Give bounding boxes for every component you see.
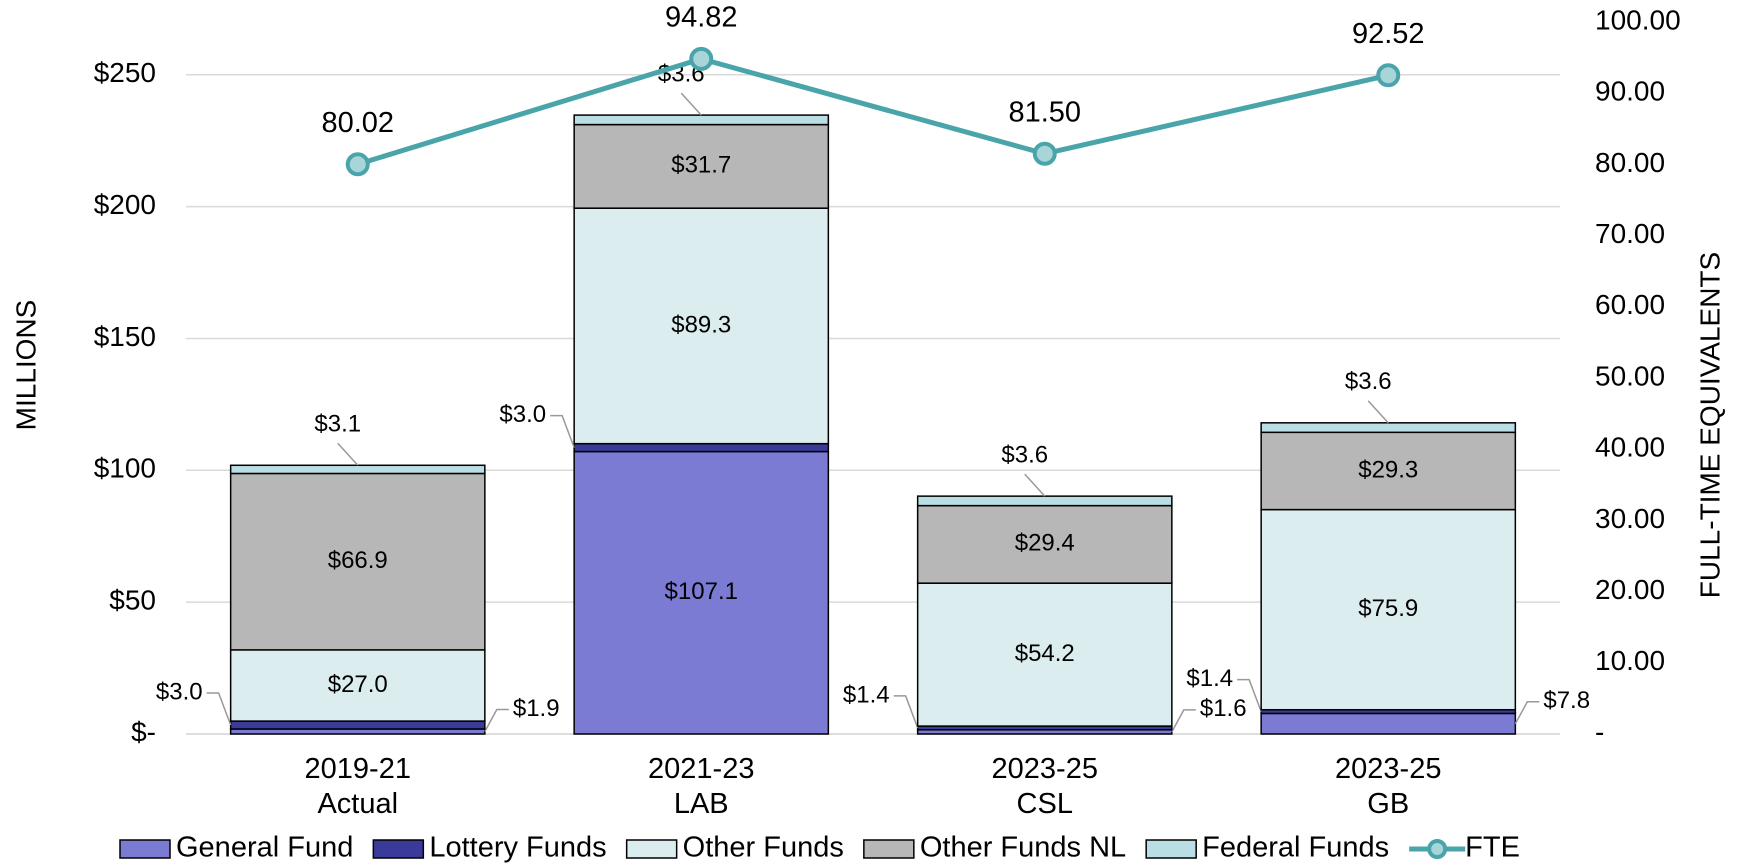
data-label: 94.82 <box>665 2 738 34</box>
leader-line <box>1514 700 1540 725</box>
leader-line <box>484 708 509 732</box>
legend-swatch <box>1427 839 1448 859</box>
fte-marker <box>345 152 370 177</box>
y2-tick-label: 50.00 <box>1595 360 1665 391</box>
bar-segment <box>229 728 486 735</box>
y2-tick-label: 80.00 <box>1595 147 1665 178</box>
data-label: 92.52 <box>1352 18 1425 50</box>
fte-line <box>357 56 1389 167</box>
x-tick-label: 2019-21 Actual <box>304 753 411 820</box>
data-label: $3.0 <box>499 401 546 428</box>
bar-segment <box>229 464 486 475</box>
leader-line <box>206 692 232 726</box>
data-label: $27.0 <box>328 671 388 698</box>
legend-swatch <box>372 839 425 859</box>
bar-segment <box>229 649 486 722</box>
bar-segment <box>573 114 830 126</box>
fte-marker <box>1376 63 1401 88</box>
leader-line <box>1024 473 1046 497</box>
y-tick-label: $- <box>131 716 156 747</box>
y-tick-label: $50 <box>109 585 156 616</box>
x-tick-label: 2021-23 LAB <box>648 753 755 820</box>
data-label: $31.7 <box>671 152 731 179</box>
data-label: 81.50 <box>1008 96 1081 128</box>
fte-marker <box>1032 141 1057 166</box>
data-label: $3.1 <box>314 411 361 438</box>
x-tick-label: 2023-25 CSL <box>991 753 1098 820</box>
leader-line <box>1367 400 1389 424</box>
y2-tick-label: 70.00 <box>1595 218 1665 249</box>
leader-line <box>893 695 919 729</box>
legend-swatch <box>863 839 915 859</box>
data-label: $3.6 <box>1001 441 1048 468</box>
bar-segment <box>1260 508 1517 711</box>
leader-line <box>1237 678 1262 712</box>
legend-label: Other Funds NL <box>920 832 1126 864</box>
legend-label: Other Funds <box>683 832 844 864</box>
data-label: $54.2 <box>1015 640 1075 667</box>
y-tick-label: $200 <box>94 189 156 220</box>
legend-swatch <box>625 839 678 859</box>
data-label: $1.4 <box>1186 665 1233 692</box>
y2-tick-label: 30.00 <box>1595 503 1665 534</box>
y2-tick-label: 20.00 <box>1595 574 1665 605</box>
leader-line <box>1171 709 1196 733</box>
legend-label: Lottery Funds <box>429 832 606 864</box>
y2-tick-label: 10.00 <box>1595 645 1665 676</box>
bar-segment <box>916 504 1173 584</box>
bar-segment <box>1260 431 1517 511</box>
x-tick-label: 2023-25 GB <box>1335 753 1442 820</box>
leader-line <box>550 414 575 448</box>
data-label: 80.02 <box>321 107 394 139</box>
data-label: $107.1 <box>665 578 738 605</box>
data-label: $3.0 <box>156 678 203 705</box>
data-label: $1.6 <box>1200 695 1247 722</box>
data-label: $1.4 <box>843 681 890 708</box>
bar-segment <box>573 207 830 445</box>
y2-tick-label: 60.00 <box>1595 289 1665 320</box>
data-label: $7.8 <box>1543 687 1590 714</box>
y-axis-label: MILLIONS <box>10 300 41 431</box>
data-label: $1.9 <box>513 695 560 722</box>
legend-label: General Fund <box>176 832 353 864</box>
y2-tick-label: 100.00 <box>1595 4 1681 35</box>
bar-segment <box>229 720 486 730</box>
y2-axis-label: FULL-TIME EQUIVALENTS <box>1694 252 1725 598</box>
bar-segment <box>229 472 486 651</box>
data-label: $89.3 <box>671 311 731 338</box>
bar-segment <box>573 450 830 735</box>
y-tick-label: $100 <box>94 453 156 484</box>
leader-line <box>680 92 702 116</box>
y2-tick-label: - <box>1595 716 1604 747</box>
data-label: $29.3 <box>1358 456 1418 483</box>
bar-segment <box>916 495 1173 507</box>
data-label: $3.6 <box>1345 368 1392 395</box>
legend-label: FTE <box>1465 832 1520 864</box>
y2-tick-label: 40.00 <box>1595 432 1665 463</box>
data-label: $75.9 <box>1358 595 1418 622</box>
bar-segment <box>1260 712 1517 735</box>
fte-marker <box>689 46 714 71</box>
legend-swatch <box>119 839 171 859</box>
y-tick-label: $150 <box>94 321 156 352</box>
bar-segment <box>1260 422 1517 434</box>
leader-line <box>337 442 359 466</box>
legend-label: Federal Funds <box>1202 832 1389 864</box>
data-label: $66.9 <box>328 547 388 574</box>
data-label: $29.4 <box>1015 530 1075 557</box>
bar-segment <box>573 442 830 453</box>
legend-swatch <box>1145 839 1197 859</box>
y2-tick-label: 90.00 <box>1595 76 1665 107</box>
y-tick-label: $250 <box>94 57 156 88</box>
bar-segment <box>573 123 830 209</box>
